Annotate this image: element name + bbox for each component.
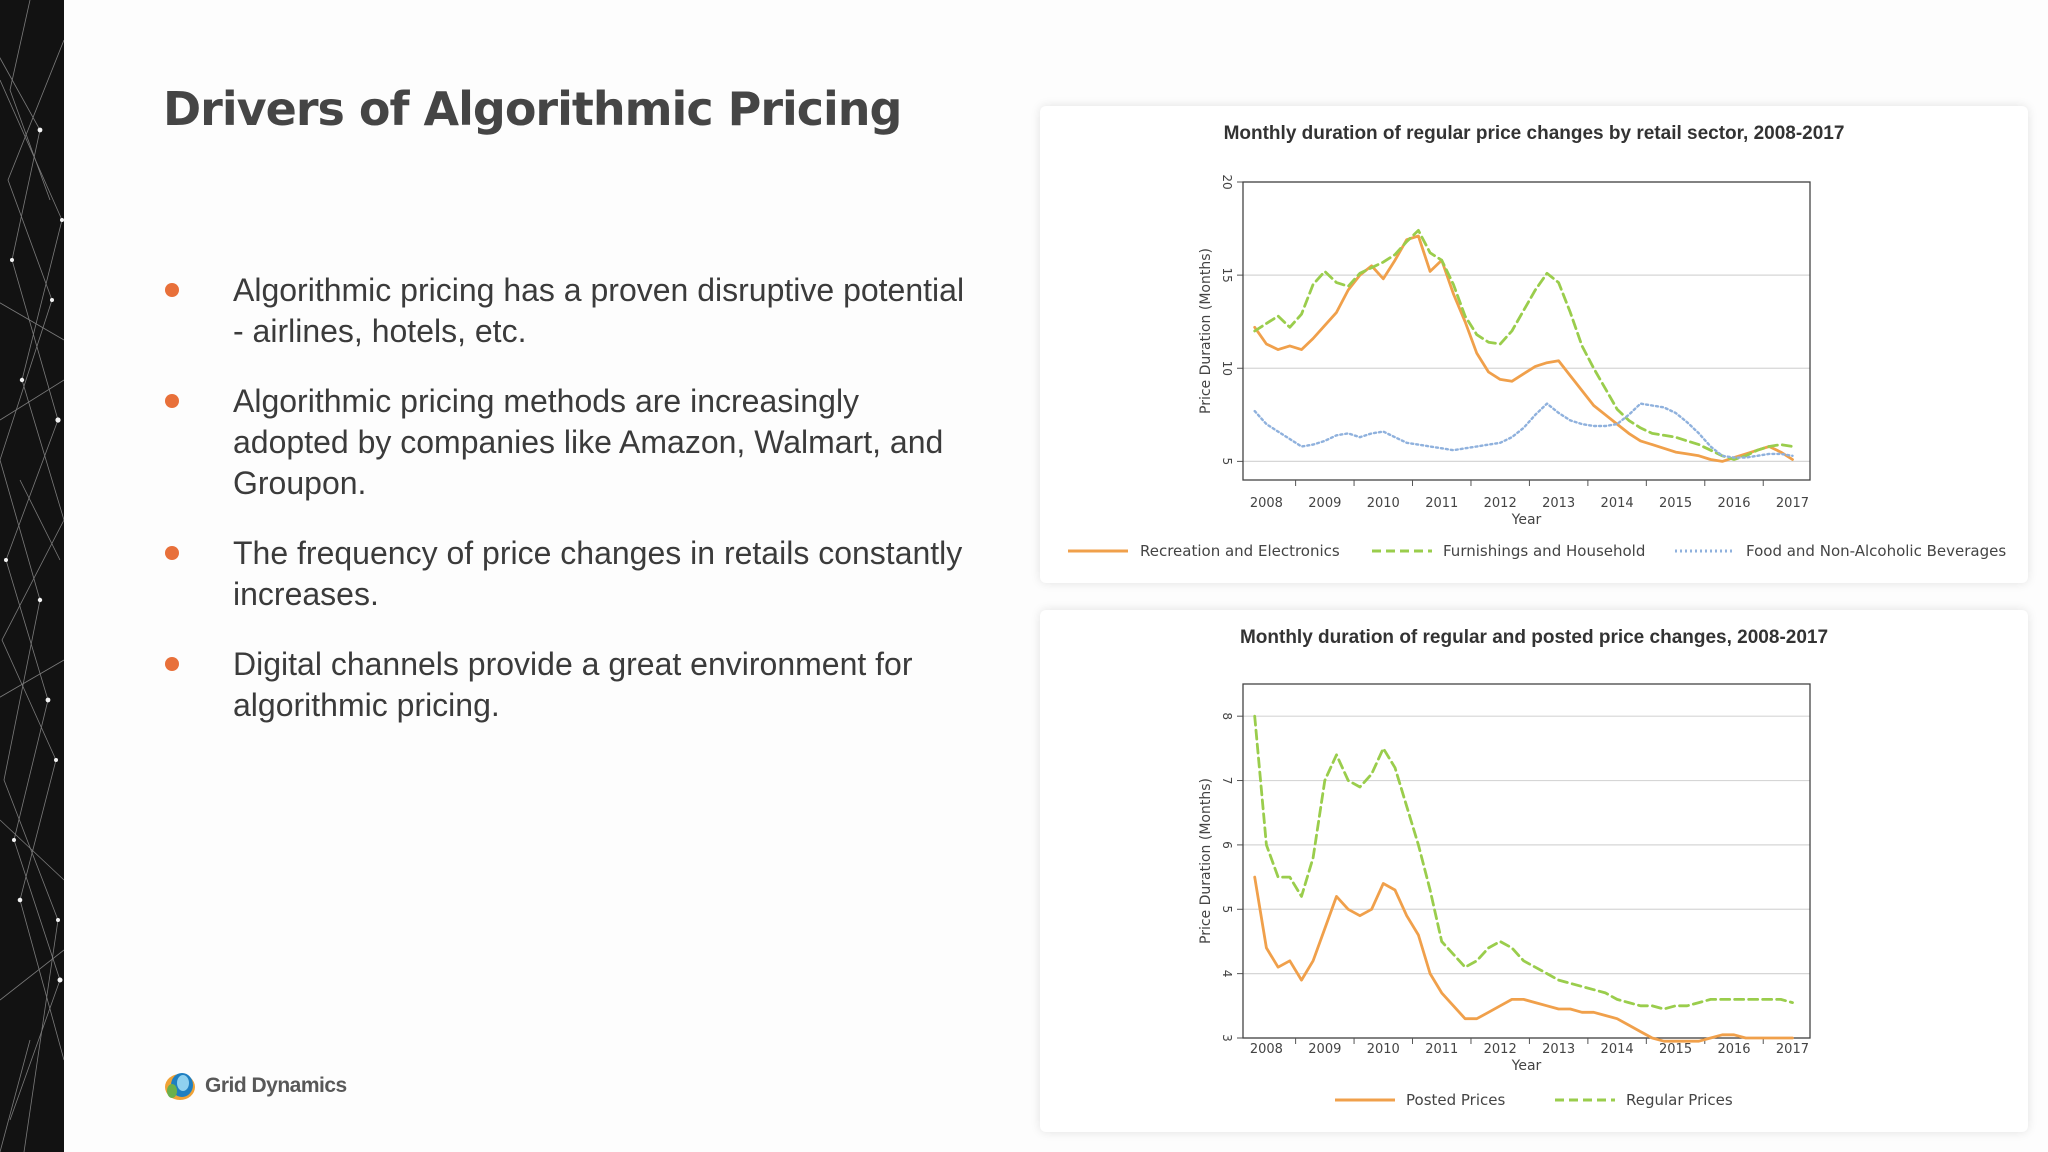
x-tick-label: 2016 [1717, 1042, 1750, 1057]
x-tick-label: 2015 [1659, 496, 1692, 511]
y-tick-label: 15 [1220, 267, 1234, 282]
chart-card-sector-durations: Monthly duration of regular price change… [1040, 106, 2028, 583]
chart-posted-regular: Monthly duration of regular and posted p… [1198, 627, 1828, 1109]
legend-label: Food and Non-Alcoholic Beverages [1746, 542, 2006, 560]
x-axis-label: Year [1511, 1058, 1542, 1074]
x-axis-label: Year [1511, 512, 1542, 528]
x-tick-label: 2009 [1308, 496, 1341, 511]
legend-label: Furnishings and Household [1443, 542, 1645, 560]
x-tick-label: 2011 [1425, 496, 1458, 511]
x-tick-label: 2012 [1484, 1042, 1517, 1057]
network-lines-image [0, 0, 64, 1152]
plot-frame [1242, 181, 1811, 481]
x-tick-label: 2017 [1776, 1042, 1809, 1057]
bullet-text: Algorithmic pricing methods are increasi… [233, 383, 944, 501]
bullet-item: Algorithmic pricing has a proven disrupt… [163, 270, 983, 352]
x-tick-label: 2012 [1484, 496, 1517, 511]
y-tick-label: 5 [1220, 458, 1234, 466]
x-tick-label: 2014 [1601, 496, 1634, 511]
chart-title: Monthly duration of regular and posted p… [1240, 627, 1828, 648]
y-tick-label: 7 [1220, 777, 1234, 785]
chart-title: Monthly duration of regular price change… [1224, 123, 1845, 144]
bullet-item: The frequency of price changes in retail… [163, 533, 983, 615]
bullet-item: Algorithmic pricing methods are increasi… [163, 381, 983, 504]
x-tick-label: 2013 [1542, 1042, 1575, 1057]
y-axis-label: Price Duration (Months) [1198, 248, 1214, 414]
legend-label: Regular Prices [1626, 1091, 1733, 1109]
bullet-dot-icon [165, 394, 179, 408]
y-tick-label: 10 [1220, 361, 1234, 376]
bullet-text: Algorithmic pricing has a proven disrupt… [233, 272, 965, 349]
x-tick-label: 2014 [1601, 1042, 1634, 1057]
y-axis-label: Price Duration (Months) [1198, 778, 1214, 944]
y-tick-label: 6 [1220, 841, 1234, 849]
x-tick-label: 2010 [1367, 496, 1400, 511]
x-tick-label: 2010 [1367, 1042, 1400, 1057]
x-tick-label: 2008 [1250, 1042, 1283, 1057]
x-tick-label: 2013 [1542, 496, 1575, 511]
x-tick-label: 2009 [1308, 1042, 1341, 1057]
plot-frame [1242, 683, 1811, 1039]
chart-card-posted-regular: Monthly duration of regular and posted p… [1040, 610, 2028, 1132]
x-tick-label: 2011 [1425, 1042, 1458, 1057]
x-tick-label: 2015 [1659, 1042, 1692, 1057]
bullet-text: Digital channels provide a great environ… [233, 646, 913, 723]
series-line-regular-prices [1253, 714, 1794, 1011]
bullet-dot-icon [165, 283, 179, 297]
slide-title: Drivers of Algorithmic Pricing [163, 82, 902, 136]
y-tick-label: 8 [1220, 712, 1234, 720]
series-line-food-and-non-alcoholic-beverages [1253, 402, 1794, 459]
bullet-dot-icon [165, 546, 179, 560]
y-tick-label: 3 [1220, 1034, 1234, 1042]
legend-label: Posted Prices [1406, 1091, 1505, 1109]
company-logo: Grid Dynamics [163, 1070, 347, 1102]
chart-sector-durations: Monthly duration of regular price change… [1068, 123, 2006, 560]
legend-label: Recreation and Electronics [1140, 542, 1340, 560]
y-tick-label: 5 [1220, 905, 1234, 913]
grid-dynamics-logo-icon [165, 1073, 195, 1100]
x-tick-label: 2008 [1250, 496, 1283, 511]
series-line-posted-prices [1253, 875, 1794, 1043]
bullet-item: Digital channels provide a great environ… [163, 644, 983, 726]
decorative-network-strip [0, 0, 64, 1152]
x-tick-label: 2016 [1717, 496, 1750, 511]
y-tick-label: 4 [1220, 970, 1234, 978]
series-line-furnishings-and-household [1253, 229, 1794, 461]
series-line-recreation-and-electronics [1253, 234, 1794, 463]
bullet-text: The frequency of price changes in retail… [233, 535, 963, 612]
bullet-list: Algorithmic pricing has a proven disrupt… [163, 270, 983, 755]
x-tick-label: 2017 [1776, 496, 1809, 511]
logo-text: Grid Dynamics [205, 1074, 347, 1097]
y-tick-label: 20 [1220, 174, 1234, 189]
bullet-dot-icon [165, 657, 179, 671]
